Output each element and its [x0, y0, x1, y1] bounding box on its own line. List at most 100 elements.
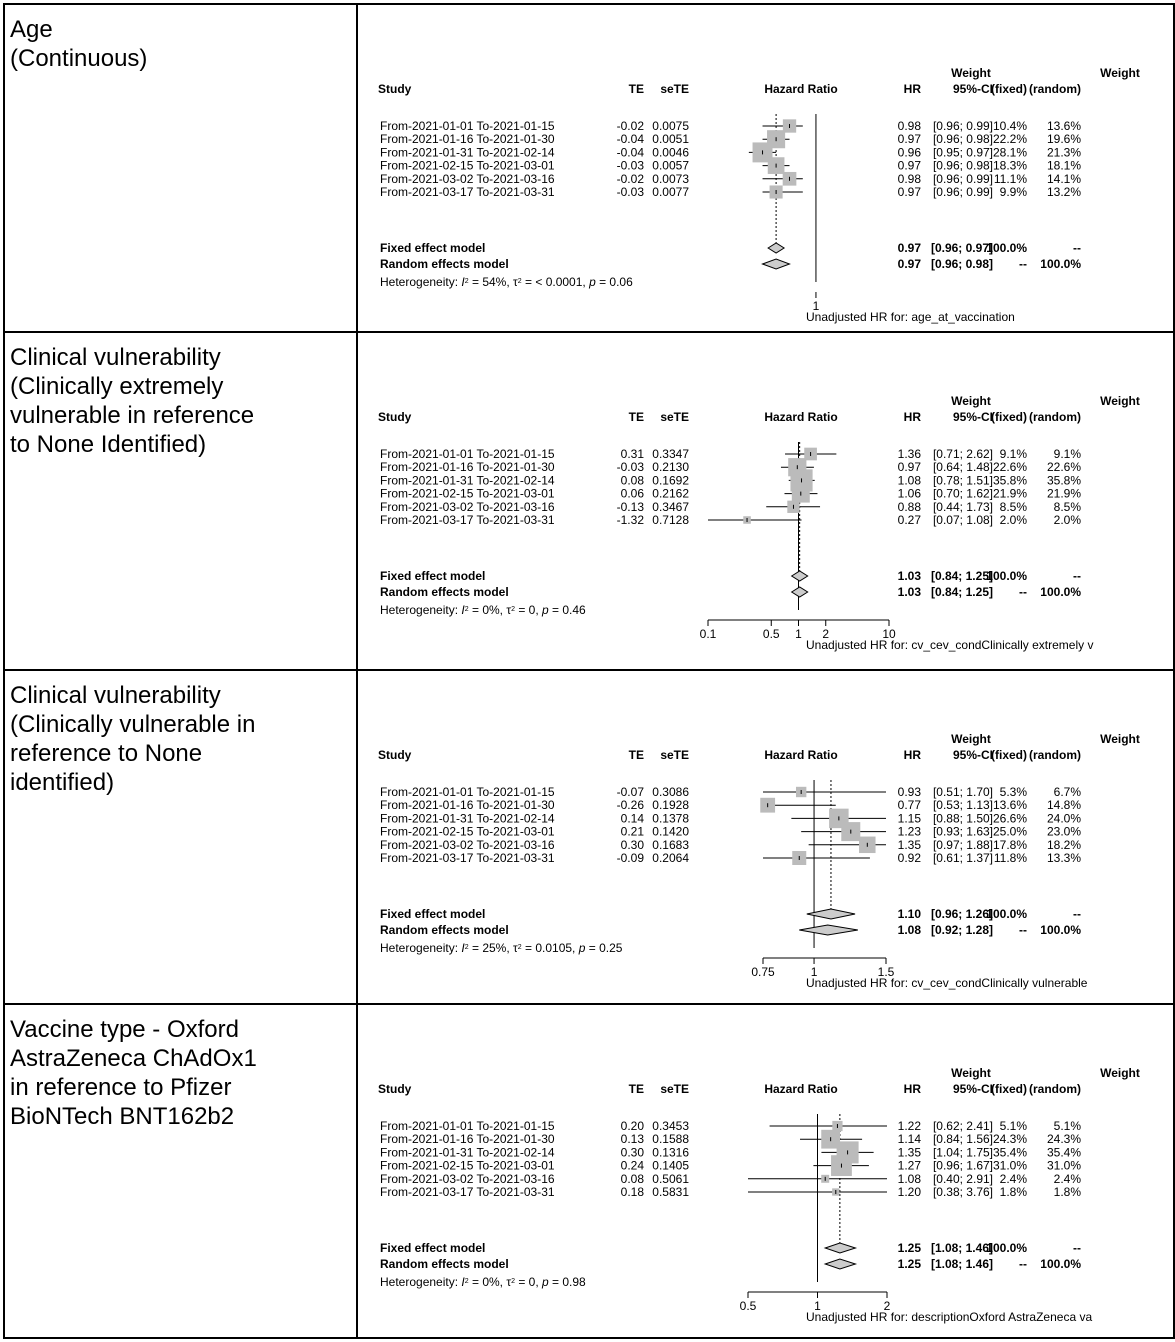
- random-hr-value: 1.08: [898, 923, 922, 937]
- ci-value: [0.71; 2.62]: [933, 447, 993, 461]
- weight-fixed-value: 28.1%: [993, 145, 1027, 159]
- ci-value: [0.40; 2.91]: [933, 1172, 993, 1186]
- fixed-diamond: [790, 570, 809, 582]
- random-header: (random): [1029, 748, 1081, 762]
- random-weight-random: 100.0%: [1040, 257, 1081, 271]
- weight-random-value: 31.0%: [1047, 1159, 1081, 1173]
- study-label: From-2021-01-31 To-2021-02-14: [380, 145, 555, 159]
- sete-value: 0.0077: [652, 185, 689, 199]
- te-value: 0.21: [621, 825, 645, 839]
- random-weight-random: 100.0%: [1040, 923, 1081, 937]
- heterogeneity-text: Heterogeneity: I2 = 25%, τ2 = 0.0105, p …: [380, 941, 623, 955]
- weight-random-value: 9.1%: [1054, 447, 1082, 461]
- te-value: 0.08: [621, 1172, 645, 1186]
- hr-value: 1.22: [898, 1119, 922, 1133]
- te-value: 0.18: [621, 1185, 645, 1199]
- table-row: Clinical vulnerability (Clinically vulner…: [3, 669, 1175, 1005]
- te-value: 0.14: [621, 811, 645, 825]
- te-value: -1.32: [617, 513, 645, 527]
- weight-random-value: 21.9%: [1047, 487, 1081, 501]
- random-hr-value: 1.25: [898, 1257, 922, 1271]
- sete-value: 0.0057: [652, 159, 689, 173]
- sete-value: 0.1316: [652, 1145, 689, 1159]
- x-tick-label: 0.5: [740, 1299, 757, 1313]
- weight-random-value: 6.7%: [1054, 785, 1082, 799]
- study-label: From-2021-01-16 To-2021-01-30: [380, 460, 555, 474]
- study-label: From-2021-01-01 To-2021-01-15: [380, 119, 555, 133]
- hr-value: 1.08: [898, 473, 922, 487]
- fixed-hr-value: 1.10: [898, 907, 922, 921]
- row-label-line: (Clinically extremely: [10, 373, 224, 400]
- random-model-label: Random effects model: [380, 257, 509, 271]
- ci-value: [0.61; 1.37]: [933, 851, 993, 865]
- weight-header: Weight: [1100, 66, 1140, 80]
- fixed-weight-fixed: 100.0%: [986, 907, 1027, 921]
- forest-plot: Weight Weight Study TE seTE Hazard Ratio HR 95%…: [378, 732, 1140, 990]
- fixed-ci-value: [0.84; 1.25]: [931, 569, 993, 583]
- te-value: 0.08: [621, 473, 645, 487]
- row-label-line: Clinical vulnerability: [10, 682, 221, 709]
- hazard-ratio-header: Hazard Ratio: [764, 748, 837, 762]
- study-label: From-2021-01-16 To-2021-01-30: [380, 798, 555, 812]
- fixed-ci-value: [0.96; 0.97]: [931, 241, 993, 255]
- hr-header: HR: [904, 82, 922, 96]
- hr-header: HR: [904, 410, 922, 424]
- study-header: Study: [378, 1082, 412, 1096]
- weight-fixed-value: 35.4%: [993, 1145, 1027, 1159]
- weight-random-value: 18.2%: [1047, 838, 1081, 852]
- sete-value: 0.7128: [652, 513, 689, 527]
- random-model-label: Random effects model: [380, 585, 509, 599]
- random-diamond: [761, 258, 791, 270]
- hr-value: 0.88: [898, 500, 922, 514]
- fixed-diamond: [823, 1242, 858, 1254]
- weight-fixed-value: 18.3%: [993, 159, 1027, 173]
- weight-header: Weight: [1100, 1066, 1140, 1080]
- hr-header: HR: [904, 1082, 922, 1096]
- table-row: Clinical vulnerability (Clinically extrem…: [3, 331, 1175, 671]
- fixed-header: (fixed): [991, 82, 1027, 96]
- sete-header: seTE: [660, 748, 689, 762]
- random-diamond: [823, 1258, 858, 1270]
- hr-value: 1.35: [898, 1145, 922, 1159]
- x-axis-label: Unadjusted HR for: cv_cev_condClinically…: [806, 638, 1093, 652]
- sete-header: seTE: [660, 410, 689, 424]
- sete-header: seTE: [660, 82, 689, 96]
- weight-header: Weight: [951, 394, 991, 408]
- weight-fixed-value: 10.4%: [993, 119, 1027, 133]
- study-label: From-2021-02-15 To-2021-03-01: [380, 825, 555, 839]
- weight-fixed-value: 13.6%: [993, 798, 1027, 812]
- te-value: -0.04: [617, 145, 645, 159]
- forest-plot-cell: Weight Weight Study TE seTE Hazard Ratio HR 95%…: [356, 331, 1175, 671]
- sete-value: 0.1420: [652, 825, 689, 839]
- weight-fixed-value: 1.8%: [1000, 1185, 1028, 1199]
- random-model-label: Random effects model: [380, 1257, 509, 1271]
- forest-plot-cell: Weight Weight Study TE seTE Hazard Ratio HR 95%…: [356, 3, 1175, 333]
- sete-value: 0.1683: [652, 838, 689, 852]
- weight-fixed-value: 5.3%: [1000, 785, 1028, 799]
- te-header: TE: [629, 1082, 644, 1096]
- ci-value: [0.93; 1.63]: [933, 825, 993, 839]
- te-header: TE: [629, 82, 644, 96]
- sete-value: 0.2064: [652, 851, 689, 865]
- row-label: Age (Continuous): [3, 3, 358, 333]
- ci-header: 95%-CI: [953, 410, 993, 424]
- hr-value: 0.27: [898, 513, 922, 527]
- random-weight-fixed: --: [1019, 257, 1027, 271]
- fixed-weight-random: --: [1073, 907, 1081, 921]
- weight-fixed-value: 11.1%: [994, 172, 1027, 186]
- weight-random-value: 8.5%: [1054, 500, 1082, 514]
- weight-random-value: 2.4%: [1054, 1172, 1082, 1186]
- sete-value: 0.5831: [652, 1185, 689, 1199]
- fixed-header: (fixed): [991, 410, 1027, 424]
- sete-value: 0.0075: [652, 119, 689, 133]
- weight-fixed-value: 2.0%: [1000, 513, 1028, 527]
- hr-value: 1.06: [898, 487, 922, 501]
- fixed-model-label: Fixed effect model: [380, 1241, 485, 1255]
- ci-value: [0.97; 1.88]: [933, 838, 993, 852]
- weight-fixed-value: 35.8%: [993, 473, 1027, 487]
- te-value: -0.03: [617, 185, 645, 199]
- hazard-ratio-header: Hazard Ratio: [764, 410, 837, 424]
- random-weight-random: 100.0%: [1040, 1257, 1081, 1271]
- fixed-diamond: [767, 242, 786, 254]
- weight-header: Weight: [1100, 394, 1140, 408]
